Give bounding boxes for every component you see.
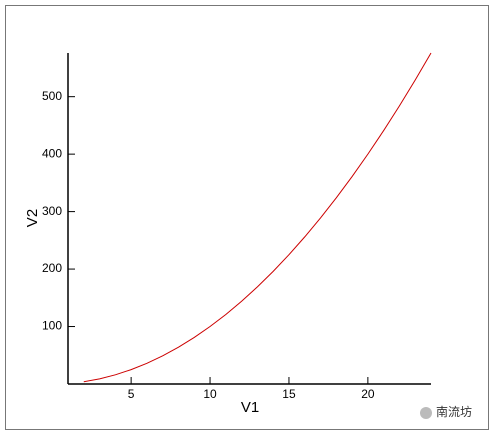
watermark-icon	[420, 407, 432, 419]
x-tick-label: 20	[361, 387, 375, 401]
line-series	[83, 52, 432, 383]
y-tick-label: 400	[42, 146, 62, 160]
y-tick-label: 300	[42, 204, 62, 218]
watermark: 南流坊	[436, 404, 472, 419]
y-tick-label: 200	[42, 261, 62, 275]
x-tick-label: 15	[282, 387, 296, 401]
y-tick-label: 500	[42, 89, 62, 103]
x-tick-label: 10	[203, 387, 217, 401]
y-axis-title: V2	[24, 209, 41, 227]
frame	[5, 5, 489, 430]
y-tick-label: 100	[42, 319, 62, 333]
x-axis-title: V1	[241, 399, 259, 416]
x-tick-label: 5	[128, 387, 135, 401]
